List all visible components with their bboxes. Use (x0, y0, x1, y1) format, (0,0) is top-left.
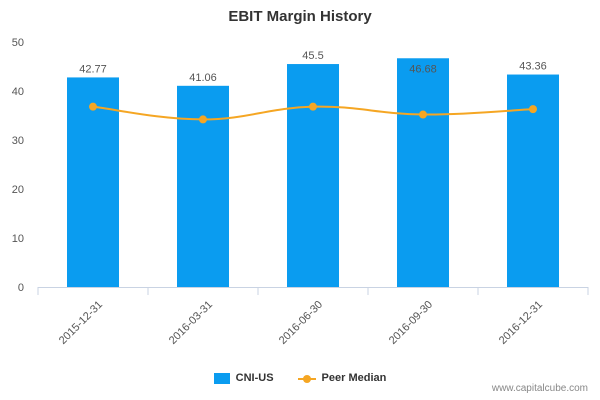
bar-value-label: 45.5 (302, 50, 323, 62)
peer-median-point-2016-12-31 (529, 105, 537, 114)
bar-value-label: 41.06 (189, 72, 217, 84)
bar-2016-09-30 (397, 58, 449, 287)
y-tick-label: 0 (18, 282, 24, 294)
x-tick-label: 2015-12-31 (57, 299, 105, 347)
peer-median-point-2016-06-30 (309, 102, 317, 111)
watermark: www.capitalcube.com (491, 383, 588, 394)
x-tick-label: 2016-12-31 (497, 299, 545, 347)
peer-median-point-2016-03-31 (199, 115, 207, 124)
y-tick-label: 10 (12, 233, 24, 245)
bar-2016-06-30 (287, 64, 339, 287)
legend-label-cni-us: CNI-US (235, 372, 274, 384)
y-tick-label: 30 (12, 135, 24, 147)
peer-median-point-2015-12-31 (89, 102, 97, 111)
bar-value-label: 43.36 (519, 61, 547, 73)
chart-plot: 0 10 20 30 40 50 42.77 41.06 45.5 46.68 43.36 2015-… (12, 37, 589, 347)
chart-title: EBIT Margin History (228, 8, 372, 25)
y-tick-label: 50 (12, 37, 24, 49)
bar-value-label: 46.68 (409, 63, 437, 75)
bar-2015-12-31 (67, 77, 119, 287)
chart-legend: CNI-US Peer Median (0, 372, 600, 384)
x-tick-label: 2016-06-30 (277, 299, 325, 347)
x-tick-label: 2016-03-31 (167, 299, 215, 347)
legend-bar-swatch (213, 372, 230, 384)
y-tick-label: 20 (12, 184, 24, 196)
legend-line-swatch (297, 373, 316, 384)
legend-item-peer-median[interactable]: Peer Median (297, 372, 387, 384)
y-tick-label: 40 (12, 86, 24, 98)
legend-label-peer-median: Peer Median (321, 372, 387, 384)
x-tick-label: 2016-09-30 (387, 299, 435, 347)
bar-value-label: 42.77 (79, 63, 107, 75)
peer-median-point-2016-09-30 (419, 110, 427, 119)
legend-item-cni-us[interactable]: CNI-US (213, 372, 274, 384)
